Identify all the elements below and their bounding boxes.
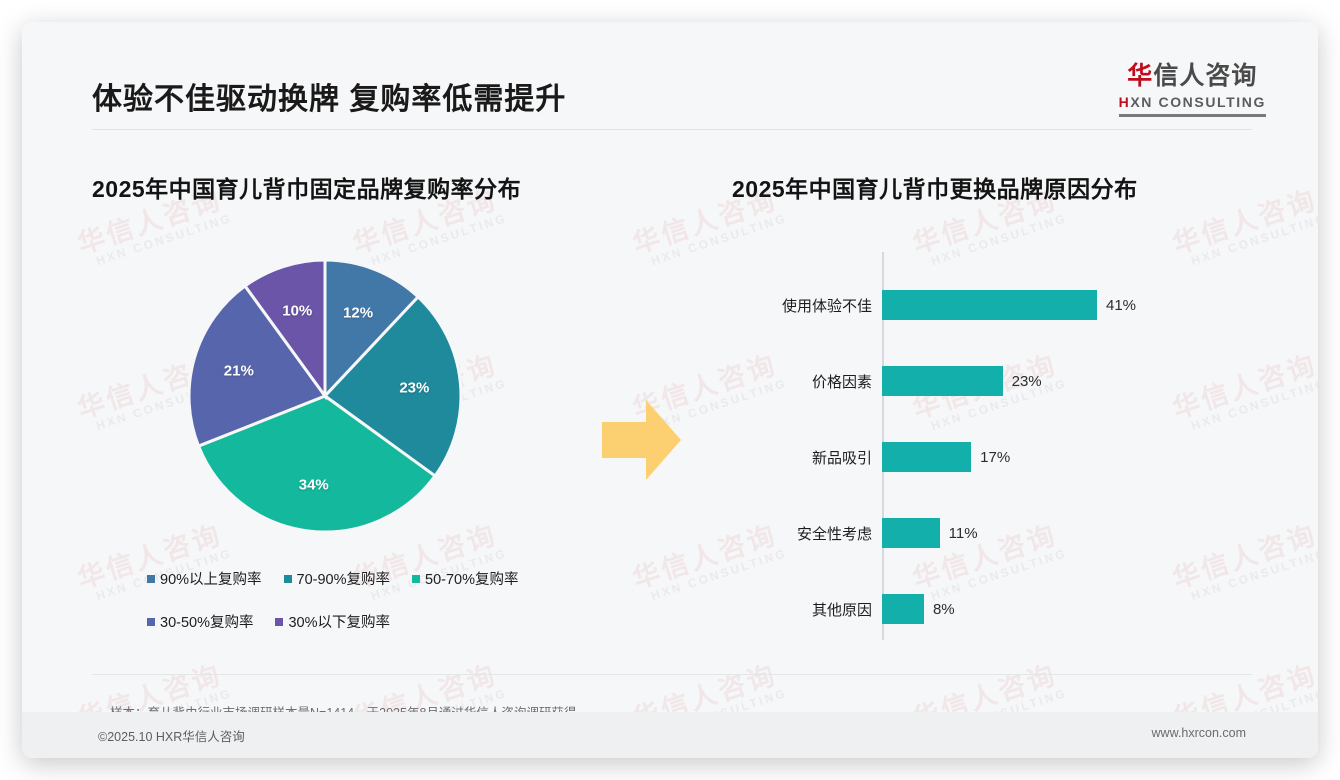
- header-divider: [92, 129, 1252, 130]
- legend-row: 30-50%复购率 30%以下复购率: [147, 611, 617, 632]
- slide-header: 体验不佳驱动换牌 复购率低需提升 华信人咨询 HXN CONSULTING: [22, 22, 1318, 130]
- bar-category-label: 价格因素: [811, 373, 872, 391]
- bar-row: 安全性考虑 11%: [732, 518, 1262, 548]
- pie-slice-label: 23%: [399, 379, 430, 397]
- page-title: 体验不佳驱动换牌 复购率低需提升: [92, 83, 567, 116]
- pie-slice-label: 21%: [223, 362, 254, 380]
- legend-label: 30-50%复购率: [160, 615, 254, 631]
- legend-item[interactable]: 70-90%复购率: [283, 568, 391, 589]
- bar-value-label: 11%: [948, 524, 978, 542]
- footnote-divider: [92, 674, 1252, 675]
- logo-chinese-text: 华信人咨询: [1119, 64, 1266, 89]
- pie-slice-label: 34%: [298, 476, 329, 494]
- left-chart-panel: 2025年中国育儿背巾固定品牌复购率分布 12% 23% 34% 21% 10% 90%…: [92, 170, 652, 654]
- legend-label: 50-70%复购率: [425, 572, 519, 588]
- pie-slice-label: 12%: [343, 304, 374, 322]
- right-chart-title: 2025年中国育儿背巾更换品牌原因分布: [732, 176, 1138, 202]
- bar-track: 17%: [882, 442, 1262, 472]
- legend-item[interactable]: 30-50%复购率: [147, 611, 253, 632]
- bar-category-label: 使用体验不佳: [781, 297, 872, 315]
- pie-slice[interactable]: [242, 258, 327, 401]
- bar-fill[interactable]: [882, 594, 924, 624]
- bar-value-label: 23%: [1011, 372, 1042, 390]
- bar-fill[interactable]: [882, 366, 1003, 396]
- legend-label: 30%以下复购率: [288, 615, 391, 631]
- bar-track: 41%: [882, 290, 1262, 320]
- website-url[interactable]: www.hxrcon.com: [1151, 726, 1246, 740]
- pie-chart: 12% 23% 34% 21% 10%: [92, 256, 652, 546]
- pie-slice[interactable]: [196, 394, 438, 534]
- legend-swatch-icon: [283, 574, 292, 583]
- transition-arrow: [602, 397, 682, 488]
- logo-en-rest: XN CONSULTING: [1130, 94, 1266, 110]
- legend-swatch-icon: [275, 617, 284, 626]
- bar-category-label: 安全性考虑: [796, 525, 872, 543]
- bar-value-label: 41%: [1106, 296, 1137, 314]
- bar-row: 新品吸引 17%: [732, 442, 1262, 472]
- bar-row: 其他原因 8%: [732, 594, 1262, 624]
- logo-cn-rest: 信人咨询: [1153, 62, 1258, 90]
- copyright-text: ©2025.10 HXR华信人咨询: [98, 730, 245, 744]
- bar-row: 使用体验不佳 41%: [732, 290, 1262, 320]
- pie-slice-label: 10%: [282, 302, 313, 320]
- bar-fill[interactable]: [882, 442, 972, 472]
- legend-label: 70-90%复购率: [296, 572, 391, 588]
- company-logo: 华信人咨询 HXN CONSULTING: [1118, 64, 1266, 117]
- bar-value-label: 8%: [932, 600, 955, 618]
- bar-track: 23%: [882, 366, 1262, 396]
- bar-category-label: 新品吸引: [811, 449, 872, 467]
- legend-item[interactable]: 30%以下复购率: [275, 611, 390, 632]
- bar-value-label: 17%: [980, 448, 1011, 466]
- bar-track: 8%: [882, 594, 1262, 624]
- pie-chart-svg: [187, 258, 463, 534]
- bar-fill[interactable]: [882, 518, 940, 548]
- bar-chart: 使用体验不佳 41% 价格因素 23% 新品吸引 17% 安全性考虑 11% 其他原因 8%: [732, 252, 1262, 647]
- bar-track: 11%: [882, 518, 1262, 548]
- legend-label: 90%以上复购率: [160, 572, 262, 588]
- legend-row: 90%以上复购率 70-90%复购率 50-70%复购率: [147, 568, 617, 589]
- pie-slice[interactable]: [323, 258, 421, 400]
- arrow-right-icon: [602, 400, 681, 480]
- pie-legend: 90%以上复购率 70-90%复购率 50-70%复购率 30-50%复购率 30%以下…: [147, 568, 617, 632]
- legend-swatch-icon: [147, 574, 155, 583]
- logo-underline: [1118, 114, 1266, 117]
- bar-fill[interactable]: [882, 290, 1097, 320]
- pie-slice[interactable]: [322, 294, 463, 479]
- slide-footer: ©2025.10 HXR华信人咨询 www.hxrcon.com: [22, 712, 1318, 758]
- pie-slice[interactable]: [187, 283, 328, 449]
- legend-swatch-icon: [147, 617, 155, 626]
- bar-category-label: 其他原因: [811, 601, 872, 619]
- left-chart-title: 2025年中国育儿背巾固定品牌复购率分布: [92, 176, 522, 202]
- legend-item[interactable]: 90%以上复购率: [147, 568, 262, 589]
- logo-english-text: HXN CONSULTING: [1119, 95, 1266, 109]
- bar-row: 价格因素 23%: [732, 366, 1262, 396]
- right-chart-panel: 2025年中国育儿背巾更换品牌原因分布 使用体验不佳 41% 价格因素 23% 新品吸引…: [732, 170, 1262, 647]
- slide-canvas: 华信人咨询 HXN CONSULTING 华信人咨询 HXN CONSULTING 华信…: [22, 22, 1318, 758]
- legend-item[interactable]: 50-70%复购率: [412, 568, 519, 589]
- legend-swatch-icon: [412, 574, 421, 583]
- logo-cn-accent: 华: [1127, 62, 1154, 90]
- logo-en-accent: H: [1118, 94, 1131, 110]
